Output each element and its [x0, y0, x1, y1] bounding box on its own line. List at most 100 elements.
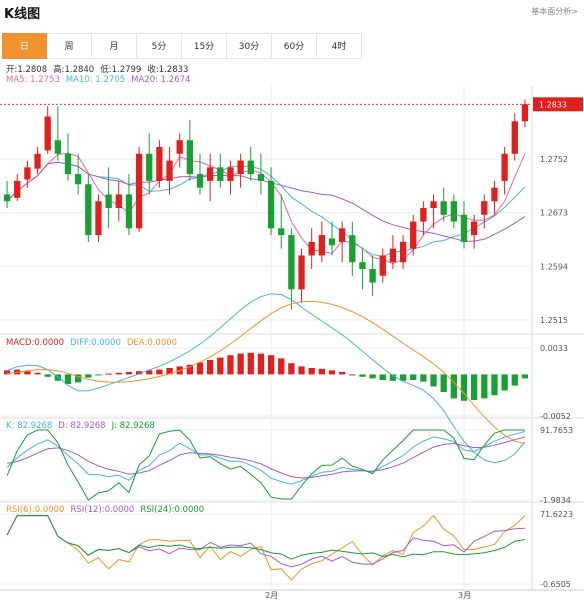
candle-body — [196, 174, 204, 188]
candle-body — [257, 174, 265, 181]
macd-tick-label: -0.0052 — [540, 412, 571, 421]
candle-body — [227, 167, 234, 181]
candle-body — [44, 116, 51, 151]
kdj-tick-label: -1.9834 — [540, 496, 571, 505]
candle-body — [288, 235, 295, 290]
dea-line — [7, 300, 526, 445]
macd-bar — [460, 374, 468, 401]
candle-body — [491, 187, 498, 202]
last-price-label: 1.2833 — [539, 100, 567, 109]
kdj-info: K: 82.9268 D: 82.9268 J: 82.9268 — [6, 421, 161, 431]
tab-30min[interactable]: 30分 — [227, 33, 272, 59]
macd-bar — [481, 374, 488, 399]
candle-body — [24, 167, 31, 180]
macd-bar — [257, 353, 265, 375]
macd-bar — [267, 355, 275, 375]
macd-bar — [166, 368, 173, 375]
price-tick-label: 1.2515 — [540, 316, 568, 325]
rsi6-line — [6, 514, 526, 581]
macd-bar — [339, 372, 346, 375]
candle-body — [125, 194, 133, 229]
tab-60min[interactable]: 60分 — [272, 33, 317, 59]
macd-bar — [501, 374, 508, 391]
macd-bar — [3, 370, 11, 375]
candle-body — [267, 180, 275, 229]
candle-body — [328, 238, 336, 246]
macd-bar — [237, 353, 244, 375]
rsi24-value: RSI(24):0.0000 — [140, 505, 205, 515]
month-label: 2月 — [265, 591, 278, 600]
close-value: 收:1.2833 — [147, 65, 189, 75]
rsi12-value: RSI(12):0.0000 — [70, 505, 135, 515]
candle-body — [399, 241, 407, 263]
candle-body — [135, 153, 143, 229]
candle-body — [64, 153, 72, 175]
ma5-value: MA5: 1.2753 — [6, 75, 60, 85]
tab-15min[interactable]: 15分 — [182, 33, 227, 59]
candle-body — [54, 140, 61, 154]
candle-body — [75, 174, 82, 185]
candle-body — [166, 160, 173, 181]
candle-body — [339, 228, 346, 242]
tab-day[interactable]: 日 — [2, 33, 47, 59]
macd-bar — [85, 374, 92, 378]
candle-body — [349, 235, 356, 263]
macd-bar — [24, 371, 31, 375]
tab-month[interactable]: 月 — [92, 33, 137, 59]
candle-body — [359, 262, 366, 269]
candle-body — [389, 248, 397, 263]
macd-bar — [146, 370, 153, 375]
ma20-value: MA20: 1.2674 — [131, 75, 191, 85]
k-line — [6, 431, 526, 485]
macd-bar — [125, 372, 133, 375]
high-value: 高:1.2840 — [53, 65, 95, 75]
open-value: 开:1.2808 — [6, 65, 48, 75]
candle-body — [318, 235, 325, 256]
tab-5min[interactable]: 5分 — [137, 33, 182, 59]
macd-bar — [349, 374, 356, 376]
macd-bar — [318, 368, 325, 375]
price-tick-label: 1.2752 — [540, 155, 568, 164]
tab-4hour[interactable]: 4时 — [317, 33, 362, 59]
candle-body — [85, 184, 92, 236]
candle-body — [501, 153, 508, 181]
candle-body — [3, 194, 11, 202]
macd-bar — [75, 374, 82, 383]
candle-body — [247, 160, 254, 175]
candle-body — [207, 167, 214, 181]
diff-value: DIFF:0.0000 — [70, 338, 121, 348]
k-value: K: 82.9268 — [6, 421, 53, 431]
period-tabs: 日 周 月 5分 15分 30分 60分 4时 — [2, 33, 362, 59]
candle-body — [521, 104, 529, 122]
low-value: 低:1.2799 — [100, 65, 142, 75]
d-value: D: 82.9268 — [58, 421, 106, 431]
macd-bar — [359, 374, 366, 377]
tab-week[interactable]: 周 — [47, 33, 92, 59]
macd-bar — [491, 374, 498, 396]
fundamental-analysis-link[interactable]: 基本面分析> — [531, 7, 578, 16]
macd-bar — [105, 373, 112, 375]
rsi24-line — [6, 515, 525, 560]
macd-bar — [288, 363, 295, 375]
candle-body — [471, 221, 478, 236]
candle-body — [511, 121, 518, 154]
candle-body — [440, 201, 447, 215]
candle-body — [34, 153, 41, 169]
macd-bar — [186, 364, 193, 375]
macd-bar — [430, 374, 437, 387]
macd-bar — [156, 369, 163, 375]
ma10-value: MA10: 1.2705 — [65, 75, 126, 85]
candle-body — [176, 140, 183, 154]
rsi-tick-label: -0.6505 — [540, 580, 571, 589]
candle-body — [460, 214, 468, 242]
macd-bar — [278, 358, 285, 375]
macd-bar — [217, 357, 224, 375]
candle-body — [237, 160, 244, 175]
macd-bar — [308, 368, 315, 375]
macd-bar — [521, 374, 529, 379]
ma10-line — [6, 161, 526, 258]
candle-body — [156, 147, 163, 181]
j-value: J: 82.9268 — [111, 421, 155, 431]
macd-bar — [227, 355, 234, 375]
